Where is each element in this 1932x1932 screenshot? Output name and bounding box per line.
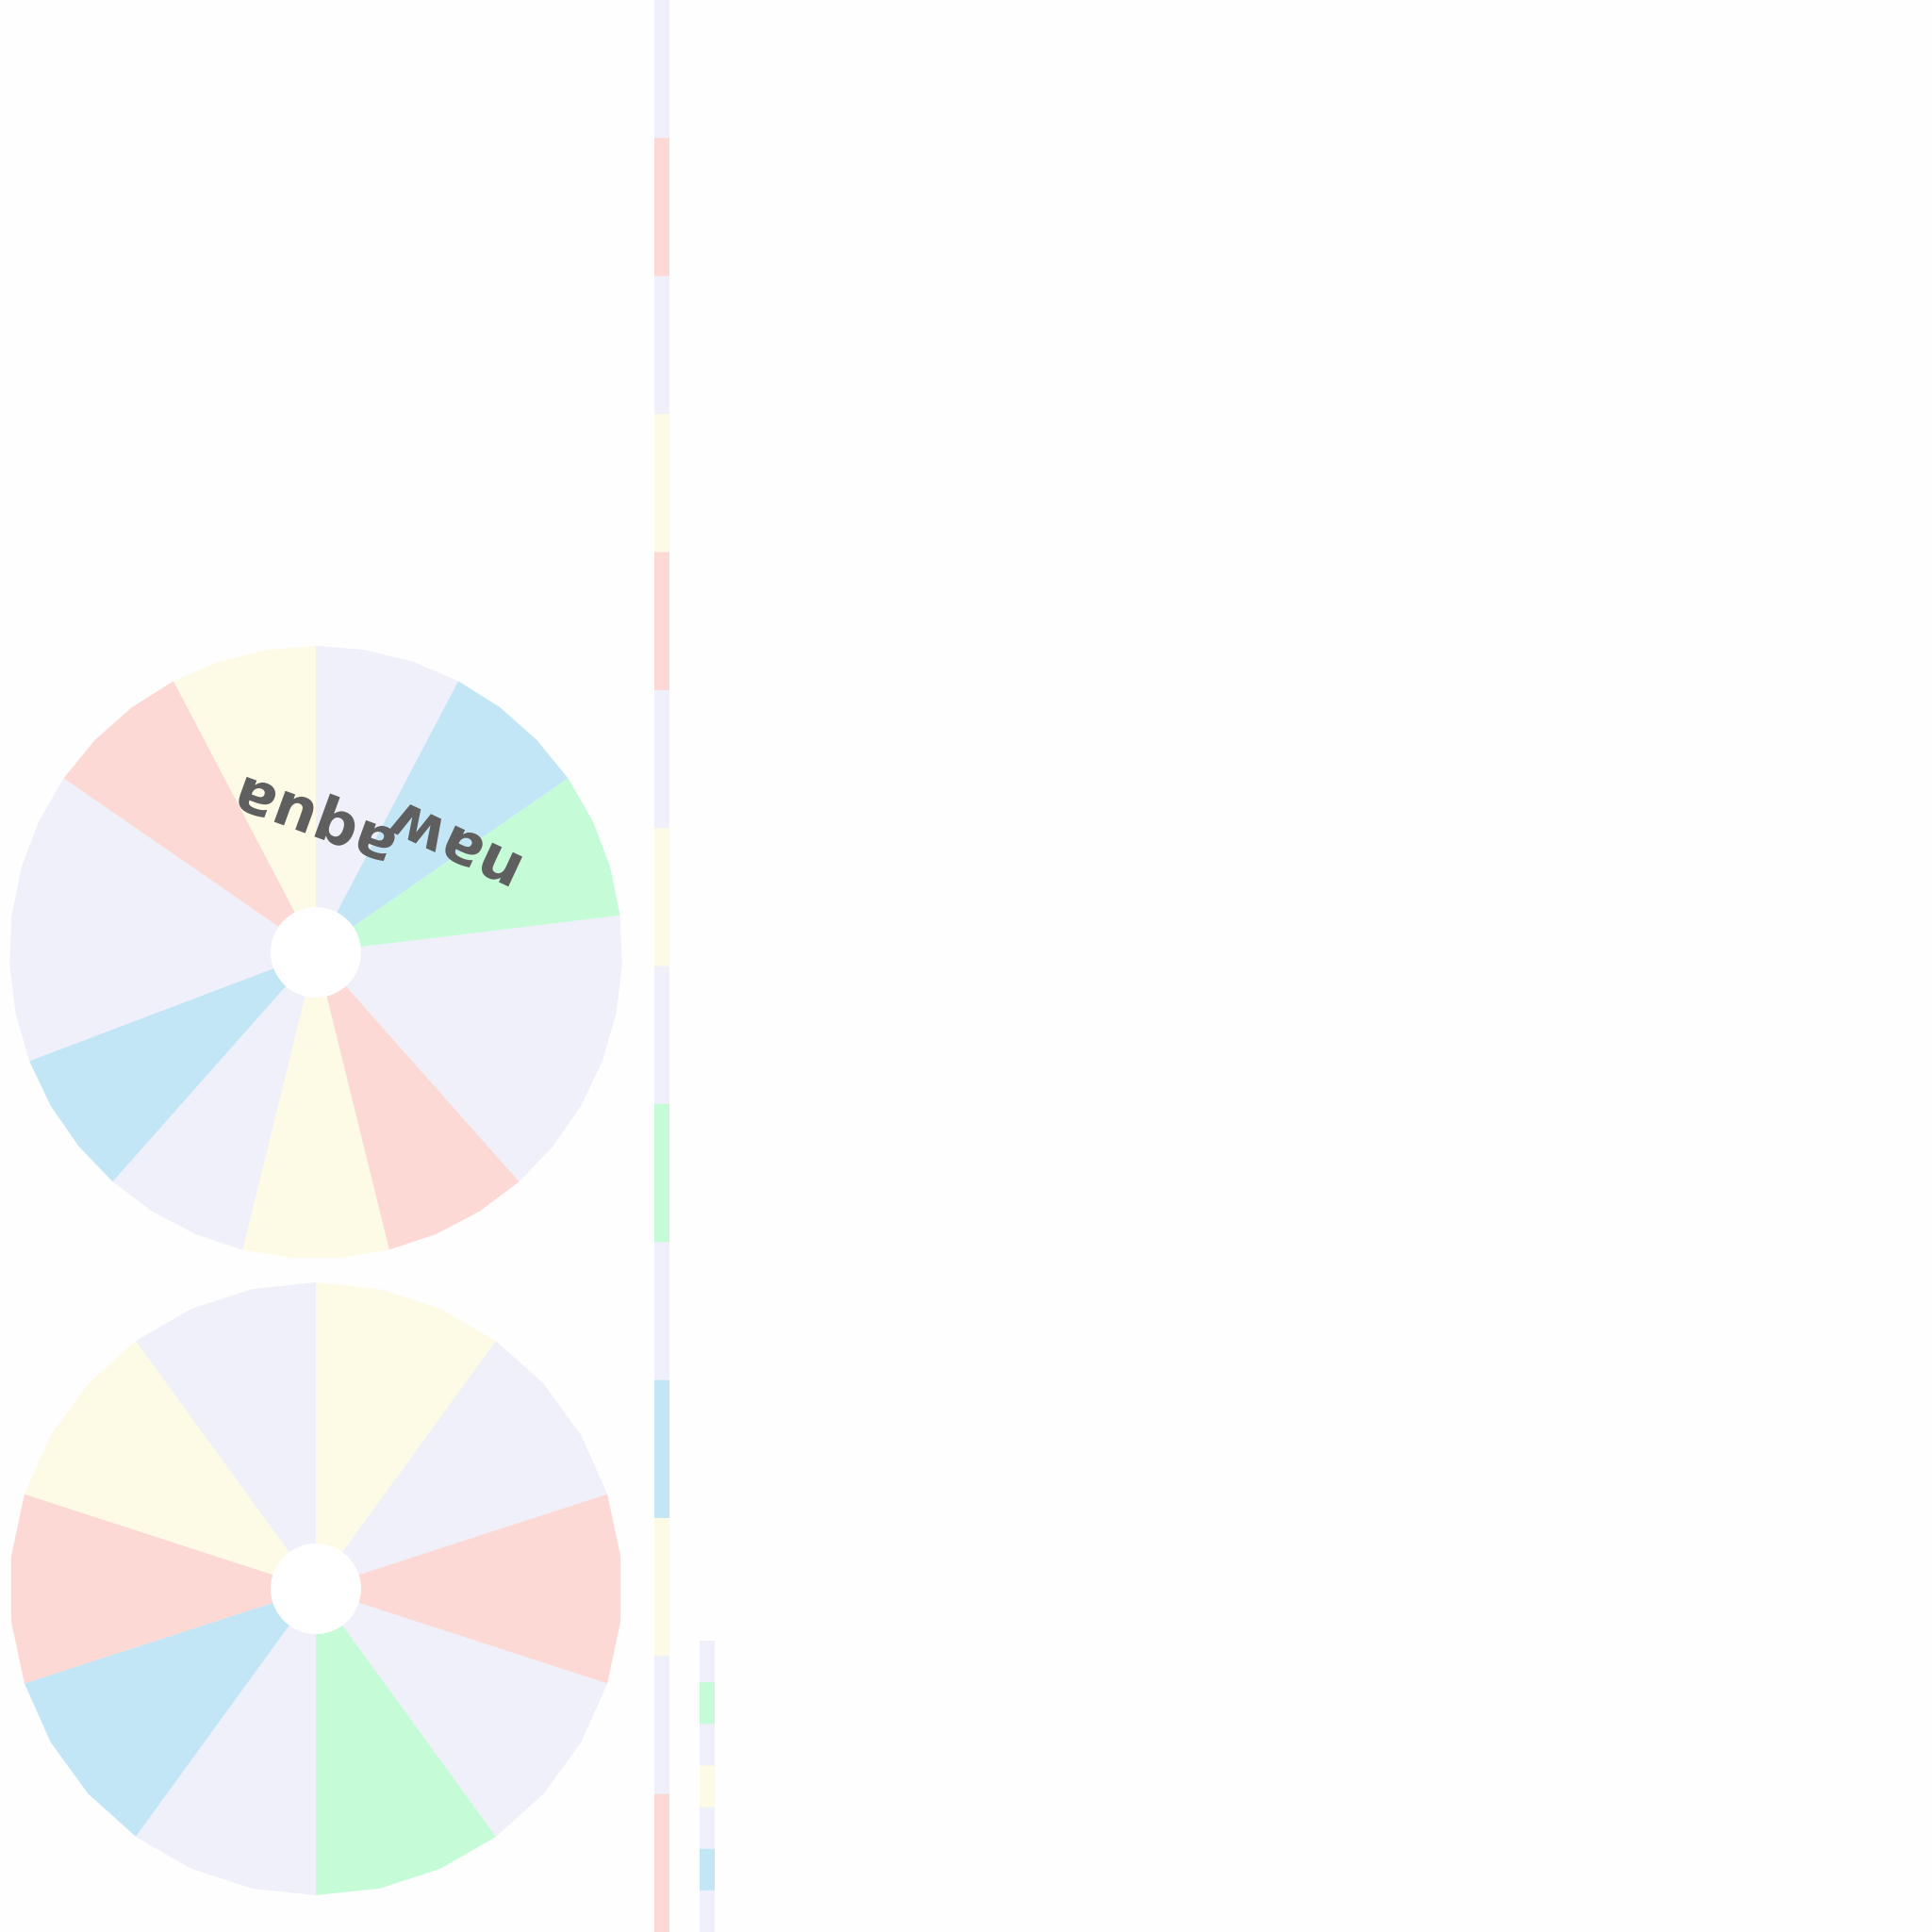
wheel-bottom-hub[interactable] xyxy=(271,1544,361,1634)
wheel-segment xyxy=(112,952,316,1250)
wheel-segment xyxy=(316,778,620,952)
wheel-segment xyxy=(173,646,316,952)
wheel-segment xyxy=(135,1282,316,1589)
wheel-segment xyxy=(242,952,389,1258)
wheel-segment xyxy=(9,915,316,1062)
strip-segment xyxy=(654,1793,669,1932)
wheel-segment xyxy=(316,1341,608,1589)
spin-wheel-top[interactable]: ɐnbɐ ʍɐu xyxy=(0,632,641,1273)
wheel-segment xyxy=(316,1282,497,1589)
wheel-segment xyxy=(11,778,316,952)
wheel-segment xyxy=(316,952,603,1182)
strip-segment xyxy=(654,1379,669,1519)
wheel-segment xyxy=(316,1494,621,1684)
wheel-segment xyxy=(29,952,316,1182)
strip-segment xyxy=(654,0,669,139)
strip-segment xyxy=(654,275,669,415)
spin-wheel-bottom[interactable] xyxy=(0,1268,641,1909)
wheel-segment xyxy=(135,1589,316,1895)
wheel-segment xyxy=(316,646,459,952)
wheel-top-segments xyxy=(9,646,622,1258)
strip-segment xyxy=(654,1656,669,1795)
strip-segment xyxy=(700,1890,715,1932)
strip-segment xyxy=(700,1682,715,1725)
vertical-color-strip-small xyxy=(700,1641,715,1932)
strip-segment xyxy=(700,1724,715,1766)
strip-segment xyxy=(654,966,669,1105)
strip-segment xyxy=(700,1807,715,1850)
wheel-segment xyxy=(63,681,316,952)
strip-segment xyxy=(700,1765,715,1808)
wheel-segment xyxy=(316,681,569,952)
strip-segment xyxy=(700,1641,715,1683)
wheel-segment xyxy=(316,915,622,1062)
wheel-bottom-segments xyxy=(10,1282,621,1895)
strip-segment xyxy=(654,689,669,829)
vertical-color-strip-main xyxy=(654,0,669,1932)
strip-segment xyxy=(654,1103,669,1243)
wheel-segment xyxy=(316,1589,608,1837)
strip-segment xyxy=(654,828,669,966)
wheel-top-hub[interactable] xyxy=(271,907,361,998)
wheel-segment xyxy=(10,1494,316,1684)
strip-segment xyxy=(654,1517,669,1657)
wheel-segment xyxy=(316,1589,497,1895)
wheel-segment xyxy=(316,952,520,1250)
strip-segment xyxy=(700,1848,715,1891)
strip-segment xyxy=(654,1242,669,1381)
strip-segment xyxy=(654,414,669,553)
wheel-segment xyxy=(24,1341,317,1589)
wheel-segment xyxy=(24,1589,317,1837)
strip-segment xyxy=(654,138,669,277)
strip-segment xyxy=(654,552,669,691)
